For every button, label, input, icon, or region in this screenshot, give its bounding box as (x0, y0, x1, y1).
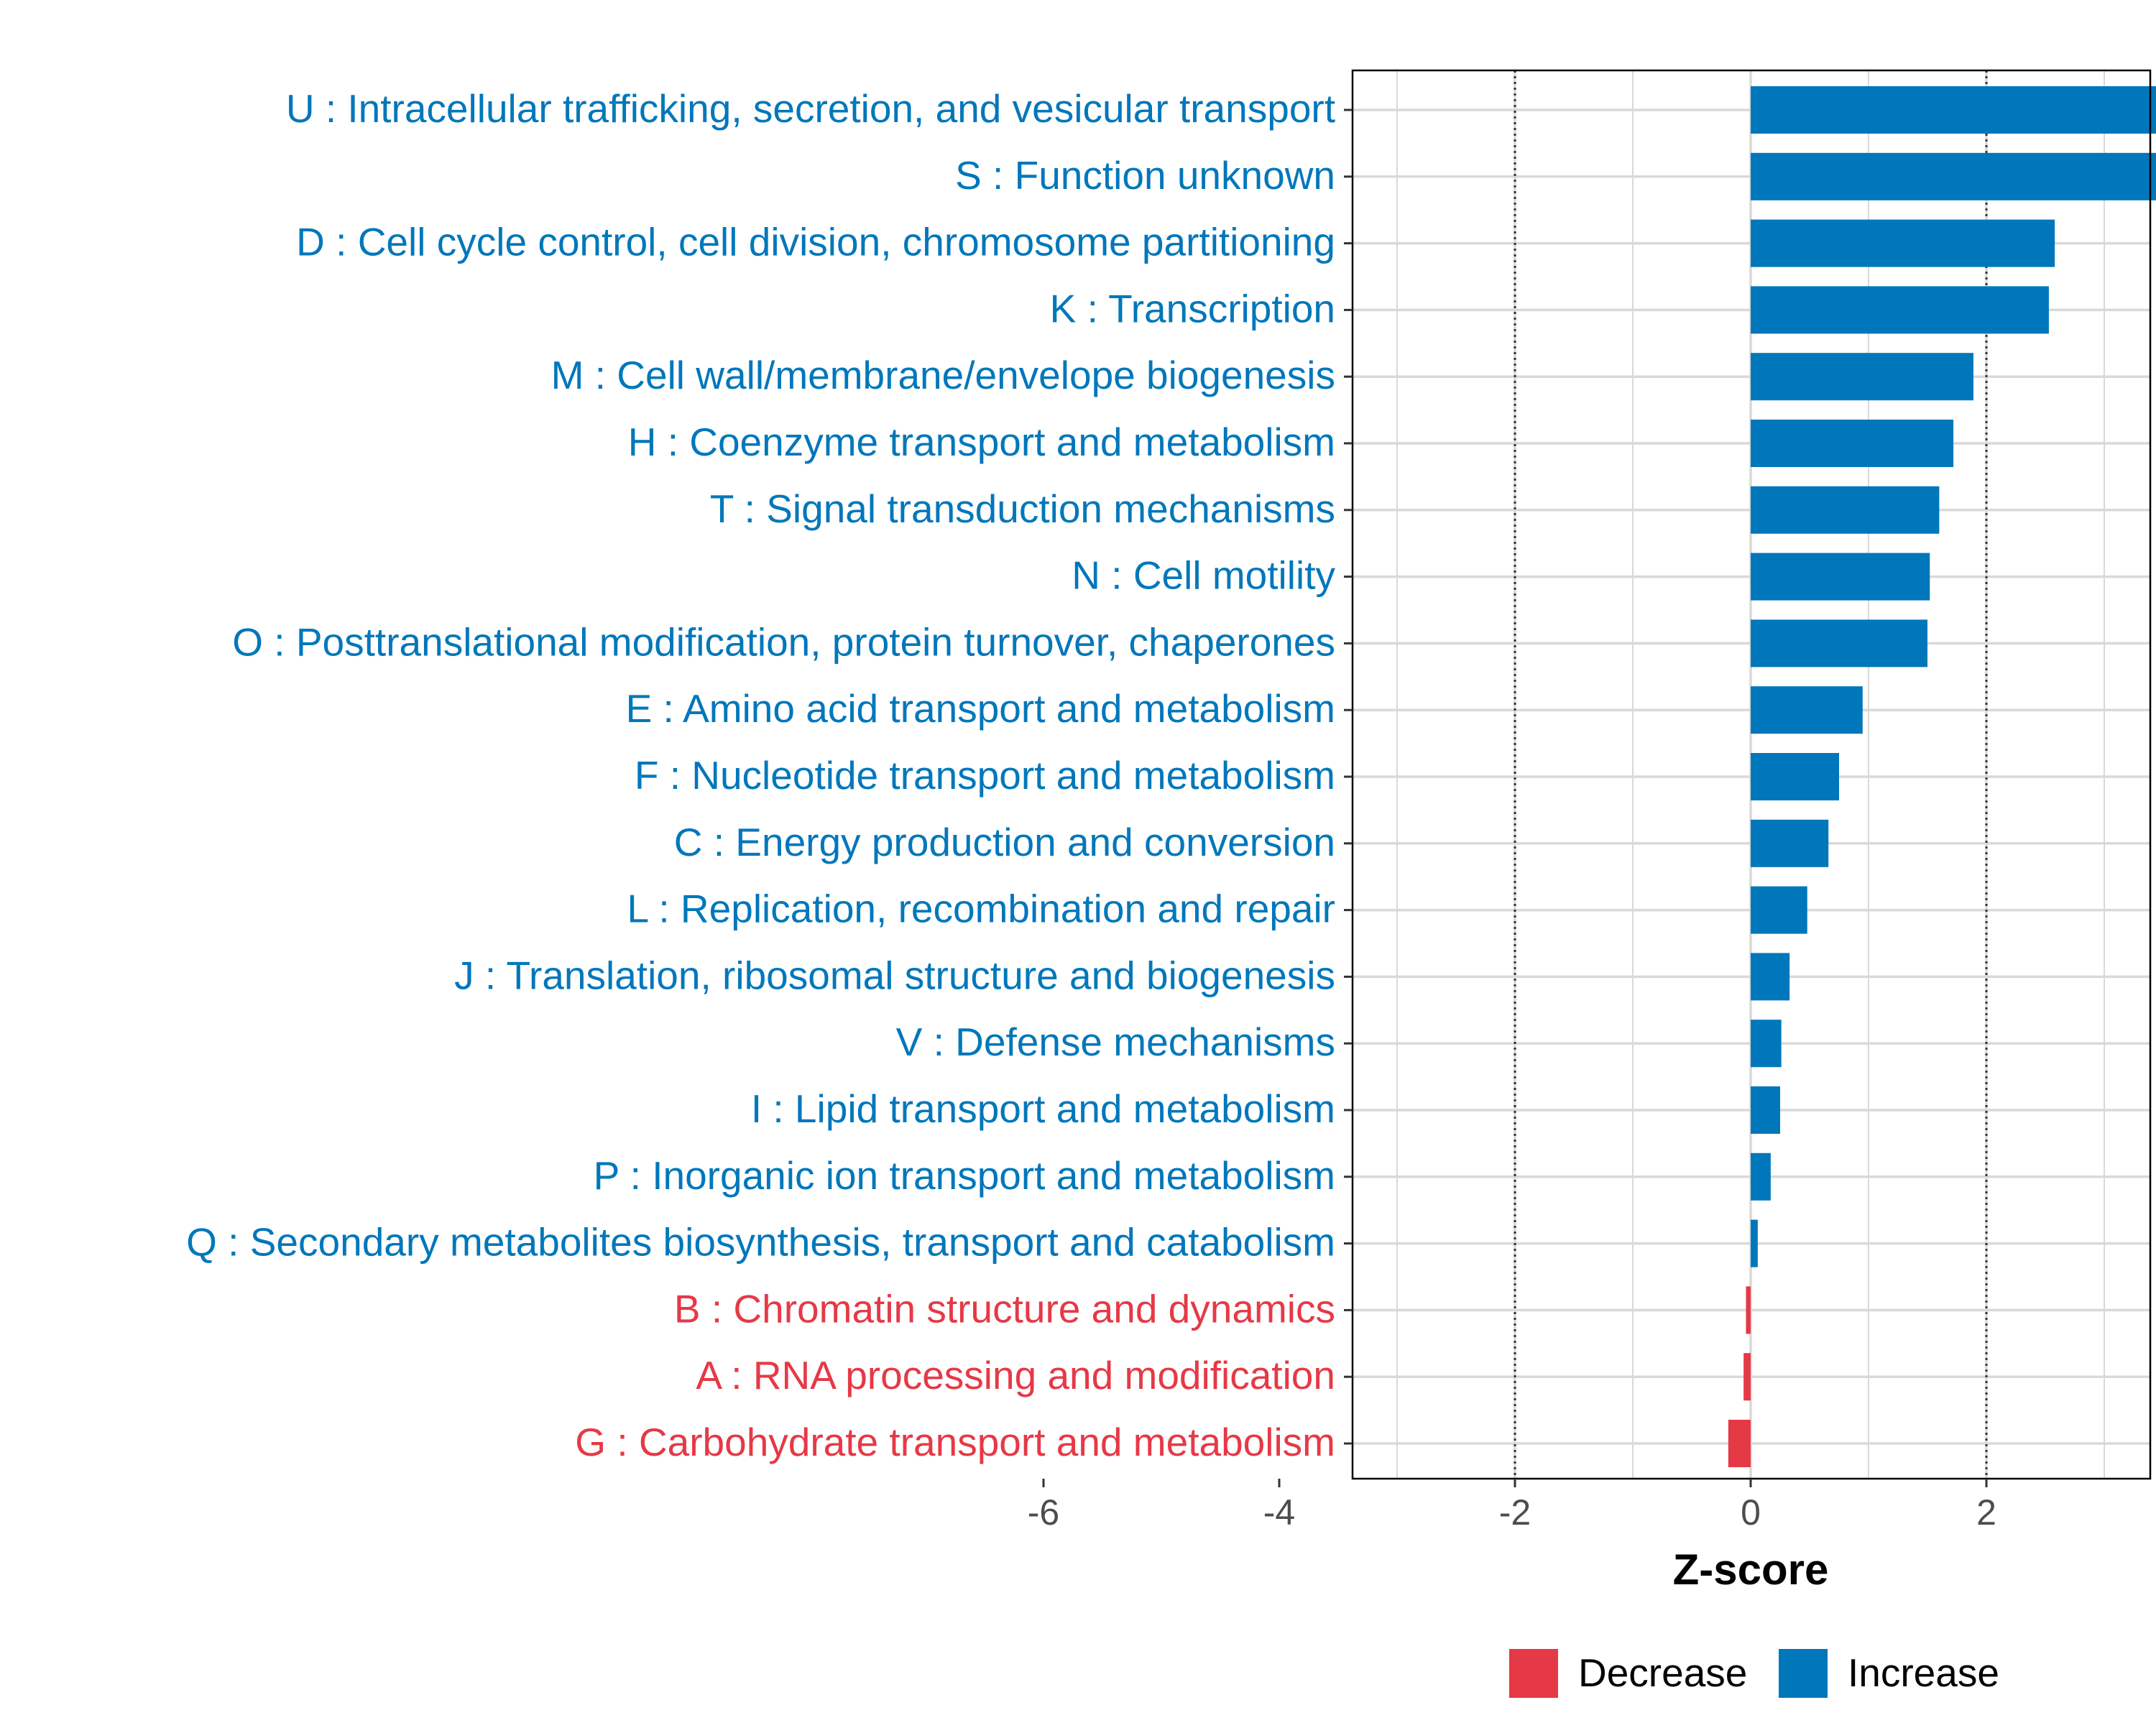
legend-item-decrease: Decrease (1509, 1649, 1747, 1698)
bar (1751, 686, 1863, 734)
y-tick-label: Q : Secondary metabolites biosynthesis, … (186, 1220, 1335, 1265)
y-tick-label: N : Cell motility (1072, 553, 1335, 598)
y-tick-label: G : Carbohydrate transport and metabolis… (575, 1420, 1335, 1464)
bar (1751, 486, 1940, 534)
bar (1751, 86, 2156, 134)
x-tick-label: -6 (1028, 1492, 1059, 1533)
bar (1751, 1219, 1758, 1267)
bar (1751, 1086, 1780, 1134)
y-tick-label: D : Cell cycle control, cell division, c… (296, 220, 1335, 264)
y-tick-label: B : Chromatin structure and dynamics (674, 1286, 1335, 1331)
bar (1751, 286, 2049, 334)
y-tick-label: H : Coenzyme transport and metabolism (628, 420, 1335, 464)
y-tick-label: E : Amino acid transport and metabolism (626, 686, 1335, 731)
bar (1743, 1353, 1751, 1401)
bar (1751, 353, 1973, 401)
legend-swatch (1509, 1649, 1558, 1698)
y-tick-label: P : Inorganic ion transport and metaboli… (594, 1153, 1335, 1198)
x-tick-label: -4 (1263, 1492, 1295, 1533)
y-axis-labels: U : Intracellular trafficking, secretion… (186, 86, 1335, 1464)
bar (1751, 219, 2055, 267)
y-tick-label: V : Defense mechanisms (896, 1020, 1335, 1064)
legend-label: Increase (1848, 1650, 1999, 1695)
reference-lines (1514, 70, 1988, 1479)
y-tick-label: J : Translation, ribosomal structure and… (454, 953, 1335, 997)
bar (1751, 886, 1807, 934)
y-tick-label: S : Function unknown (955, 153, 1335, 198)
x-tick-label: 0 (1741, 1492, 1761, 1533)
x-axis-ticks: -6-4-20246 (1028, 1479, 1996, 1533)
bar (1751, 420, 1954, 467)
bar (1751, 753, 1839, 800)
bar (1728, 1420, 1751, 1467)
y-tick-label: L : Replication, recombination and repai… (627, 887, 1335, 931)
bar (1751, 819, 1829, 867)
legend: Decrease Increase (1509, 1649, 1999, 1698)
bar (1751, 953, 1790, 1001)
x-tick-label: 2 (1976, 1492, 1996, 1533)
legend-label: Decrease (1578, 1650, 1747, 1695)
bar (1751, 152, 2156, 200)
bar (1751, 1152, 1771, 1201)
bar (1751, 619, 1927, 667)
bar (1751, 1020, 1782, 1068)
y-axis-ticks (1344, 108, 1353, 1445)
x-tick-label: -2 (1499, 1492, 1531, 1533)
bars (1728, 86, 2156, 1467)
y-tick-label: F : Nucleotide transport and metabolism (635, 753, 1335, 798)
y-tick-label: O : Posttranslational modification, prot… (232, 619, 1335, 664)
y-tick-label: U : Intracellular trafficking, secretion… (286, 86, 1335, 131)
x-axis-title: Z-score (1673, 1546, 1829, 1594)
y-tick-label: I : Lipid transport and metabolism (751, 1086, 1335, 1131)
bar (1751, 553, 1930, 601)
y-tick-label: M : Cell wall/membrane/envelope biogenes… (551, 353, 1335, 397)
y-tick-label: C : Energy production and conversion (674, 820, 1335, 864)
y-tick-label: A : RNA processing and modification (696, 1353, 1335, 1397)
legend-swatch (1779, 1649, 1828, 1698)
bar (1746, 1286, 1751, 1334)
legend-item-increase: Increase (1779, 1649, 1999, 1698)
y-tick-label: T : Signal transduction mechanisms (710, 486, 1335, 531)
y-tick-label: K : Transcription (1050, 286, 1335, 331)
